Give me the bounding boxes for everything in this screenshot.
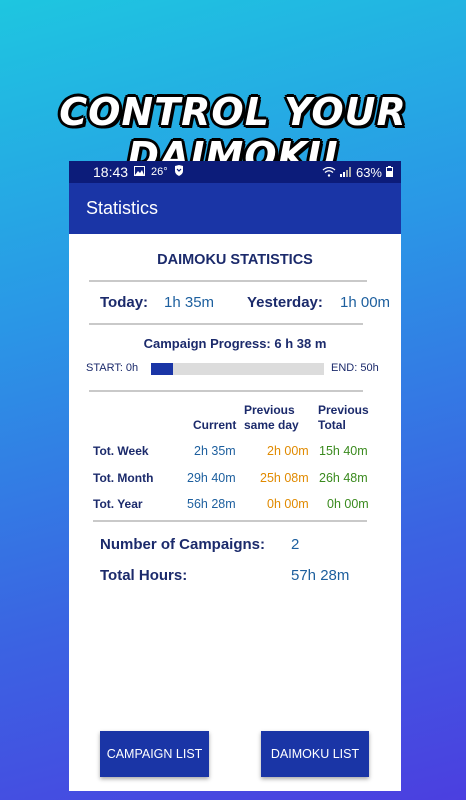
row-week-prev-total: 15h 40m (319, 444, 368, 458)
battery-percent: 63% (355, 164, 382, 180)
status-bar: 18:43 26° 63% (69, 161, 401, 183)
divider (89, 280, 367, 282)
promo-headline: CONTROL YOUR DAIMOKU (59, 90, 407, 178)
col-previous-total: Previous Total (318, 403, 369, 432)
yesterday-label: Yesterday: (247, 294, 323, 311)
divider (89, 390, 363, 392)
signal-icon (339, 165, 352, 180)
campaigns-label: Number of Campaigns: (100, 536, 266, 553)
row-month-current: 29h 40m (187, 471, 236, 485)
col-current: Current (193, 418, 237, 432)
row-year-prev-total: 0h 00m (327, 497, 369, 511)
stats-heading: DAIMOKU STATISTICS (157, 252, 313, 268)
row-month-label: Tot. Month (93, 471, 154, 485)
campaigns-value: 2 (291, 536, 300, 553)
status-time: 18:43 (93, 164, 129, 180)
phone-screen: 18:43 26° 63% Statistics DAIMOKU STATIST… (69, 161, 401, 791)
total-hours-value: 57h 28m (291, 567, 350, 584)
progress-start-label: START: 0h (86, 362, 139, 374)
row-year-prev-same: 0h 00m (267, 497, 309, 511)
row-year-label: Tot. Year (93, 497, 143, 511)
wifi-icon (322, 165, 336, 180)
divider (93, 520, 367, 522)
divider (89, 323, 363, 325)
app-bar: Statistics (69, 183, 401, 234)
gallery-icon (134, 165, 146, 179)
campaign-list-button[interactable]: CAMPAIGN LIST (100, 731, 209, 777)
row-year-current: 56h 28m (187, 497, 236, 511)
page-title: Statistics (86, 198, 159, 218)
yesterday-value: 1h 00m (340, 294, 391, 311)
today-value: 1h 35m (164, 294, 215, 311)
campaign-progress-bar (151, 363, 324, 375)
campaign-progress-fill (151, 363, 174, 375)
col-previous-same-day: Previous same day (244, 403, 299, 432)
progress-end-label: END: 50h (331, 362, 379, 374)
battery-icon (386, 165, 393, 180)
campaign-progress-label: Campaign Progress: 6 h 38 m (143, 336, 327, 351)
today-label: Today: (100, 294, 149, 311)
row-week-current: 2h 35m (194, 444, 236, 458)
row-month-prev-total: 26h 48m (319, 471, 368, 485)
daimoku-list-button[interactable]: DAIMOKU LIST (261, 731, 369, 777)
statistics-content: DAIMOKU STATISTICS Today: 1h 35m Yesterd… (69, 234, 401, 791)
shield-icon (174, 165, 184, 179)
total-hours-label: Total Hours: (100, 567, 188, 584)
status-temp: 26° (151, 166, 168, 178)
row-week-prev-same: 2h 00m (267, 444, 309, 458)
row-week-label: Tot. Week (93, 444, 149, 458)
row-month-prev-same: 25h 08m (260, 471, 309, 485)
